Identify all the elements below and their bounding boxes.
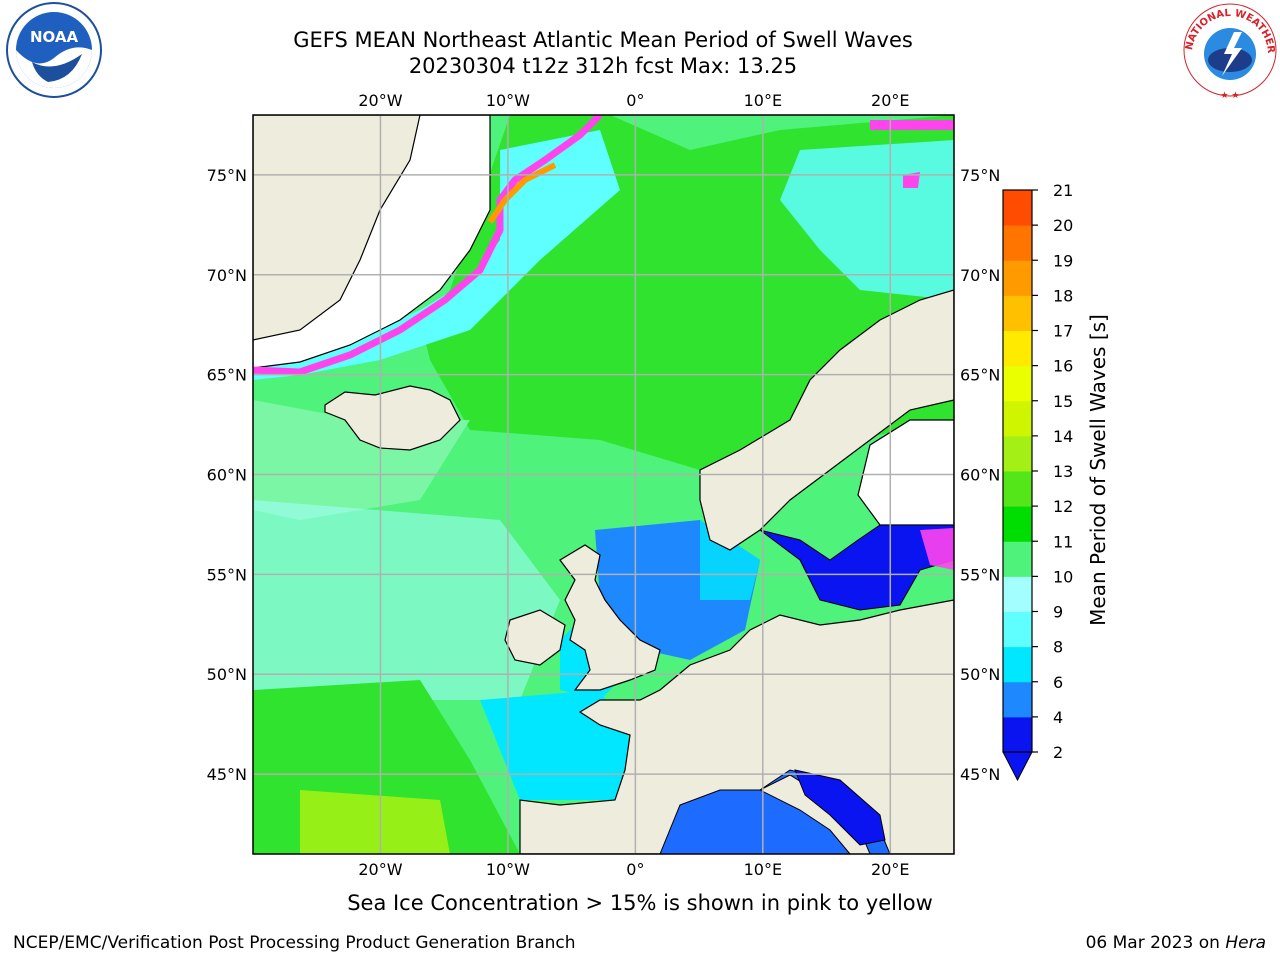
gulf-of-bothnia-ice xyxy=(857,419,954,526)
colorbar-swatch xyxy=(1003,541,1032,577)
ice-edge-pink xyxy=(253,115,603,376)
colorbar-label: Mean Period of Swell Waves [s] xyxy=(1086,314,1110,626)
svalbard-ice xyxy=(903,172,920,188)
lon-tick-label-top: 0° xyxy=(626,91,644,110)
gridlines xyxy=(253,115,954,854)
lon-tick-label-top: 20°E xyxy=(871,91,909,110)
colorbar-swatch xyxy=(1003,400,1032,437)
colorbar-tick-label: 20 xyxy=(1053,216,1073,235)
colorbar-tick-label: 21 xyxy=(1053,181,1073,200)
lat-tick-label-left: 65°N xyxy=(207,366,247,385)
footer-date: 06 Mar 2023 on Hera xyxy=(1086,933,1266,953)
colorbar-ticks: 2 4 6 8 9 10 11 12 13 14 15 16 17 18 19 20 21 xyxy=(1032,181,1073,762)
lat-tick-label-left: 45°N xyxy=(207,765,247,784)
lat-tick-label-right: 55°N xyxy=(960,565,1000,584)
ice-edge-orange xyxy=(487,162,557,224)
bothnia-ice-edge xyxy=(920,528,954,570)
colorbar-swatch xyxy=(1003,576,1032,612)
ice-caption: Sea Ice Concentration > 15% is shown in … xyxy=(347,891,933,915)
lat-tick-label-right: 50°N xyxy=(960,665,1000,684)
colorbar-tick-label: 18 xyxy=(1053,286,1073,305)
lon-tick-label-bottom: 10°E xyxy=(744,860,782,879)
colorbar-swatch xyxy=(1003,681,1032,718)
chart-title: GEFS MEAN Northeast Atlantic Mean Period… xyxy=(293,28,913,52)
map-tick-labels: 20°W 20°W 10°W 10°W 0° 0° 10°E 10°E 20°E 20°E 75°N… xyxy=(207,91,1001,879)
colorbar-tick-label: 4 xyxy=(1053,708,1063,727)
colorbar-tick-label: 19 xyxy=(1053,251,1073,270)
colorbar-tick-label: 17 xyxy=(1053,322,1073,341)
lon-tick-label-top: 10°W xyxy=(486,91,530,110)
footer-date-text: 06 Mar 2023 on xyxy=(1085,933,1226,953)
high-period-patch xyxy=(300,790,450,854)
greenland-sea-field xyxy=(253,130,620,380)
footer-credit: NCEP/EMC/Verification Post Processing Pr… xyxy=(13,933,576,953)
nws-logo-stars: ★ ★ xyxy=(1221,91,1240,101)
lat-tick-label-left: 55°N xyxy=(207,565,247,584)
lon-tick-label-top: 20°W xyxy=(358,91,402,110)
colorbar-swatch xyxy=(1003,435,1032,472)
lat-tick-label-right: 45°N xyxy=(960,765,1000,784)
ireland xyxy=(504,609,566,666)
colorbar-swatch xyxy=(1003,260,1032,296)
colorbar-swatch xyxy=(1003,190,1032,226)
greenland-land xyxy=(253,115,421,341)
map-frame xyxy=(252,114,955,855)
baltic-sea xyxy=(759,524,954,611)
lon-tick-label-bottom: 20°W xyxy=(358,860,402,879)
colorbar-swatch xyxy=(1003,716,1032,753)
colorbar-swatch xyxy=(1003,611,1032,648)
adriatic xyxy=(794,769,886,846)
footer-host: Hera xyxy=(1225,933,1266,953)
colorbar-tick-label: 15 xyxy=(1053,392,1073,411)
colorbar-tick-label: 8 xyxy=(1053,638,1063,657)
colorbar-swatch xyxy=(1003,506,1032,542)
colorbar-tick-label: 11 xyxy=(1053,532,1073,551)
map-canvas xyxy=(253,115,954,854)
lon-tick-label-top: 10°E xyxy=(744,91,782,110)
colorbar-swatch xyxy=(1003,646,1032,683)
lon-tick-label-bottom: 20°E xyxy=(871,860,909,879)
colorbar-swatch xyxy=(1003,225,1032,261)
nws-logo: NATIONAL WEATHER SERVICE ★ ★ xyxy=(1180,2,1277,101)
noaa-logo: NOAA xyxy=(6,2,102,98)
chart-subtitle: 20230304 t12z 312h fcst Max: 13.25 xyxy=(408,54,798,78)
lat-tick-label-left: 60°N xyxy=(207,466,247,485)
colorbar-tick-label: 16 xyxy=(1053,357,1073,376)
lon-tick-label-bottom: 10°W xyxy=(486,860,530,879)
lat-tick-label-right: 60°N xyxy=(960,466,1000,485)
colorbar-tick-label: 9 xyxy=(1053,603,1063,622)
lat-tick-label-right: 65°N xyxy=(960,366,1000,385)
colorbar-swatches xyxy=(1002,189,1033,782)
west-atlantic-field xyxy=(253,500,560,700)
colorbar-swatch xyxy=(1003,330,1032,367)
colorbar-swatch xyxy=(1003,295,1032,331)
noaa-logo-text: NOAA xyxy=(30,28,79,46)
colorbar-swatch xyxy=(1003,471,1032,507)
colorbar-tick-label: 13 xyxy=(1053,462,1073,481)
colorbar-tick-label: 14 xyxy=(1053,427,1073,446)
colorbar-tick-label: 2 xyxy=(1053,743,1063,762)
colorbar-tick-label: 10 xyxy=(1053,567,1073,586)
colorbar-swatch xyxy=(1003,365,1032,402)
lon-tick-label-bottom: 0° xyxy=(626,860,644,879)
lat-tick-label-right: 75°N xyxy=(960,166,1000,185)
lat-tick-label-left: 70°N xyxy=(207,266,247,285)
colorbar-tick-label: 6 xyxy=(1053,673,1063,692)
lat-tick-label-left: 75°N xyxy=(207,166,247,185)
lat-tick-label-left: 50°N xyxy=(207,665,247,684)
lat-tick-label-right: 70°N xyxy=(960,266,1000,285)
colorbar-extension xyxy=(1002,751,1033,782)
colorbar-tick-label: 12 xyxy=(1053,497,1073,516)
